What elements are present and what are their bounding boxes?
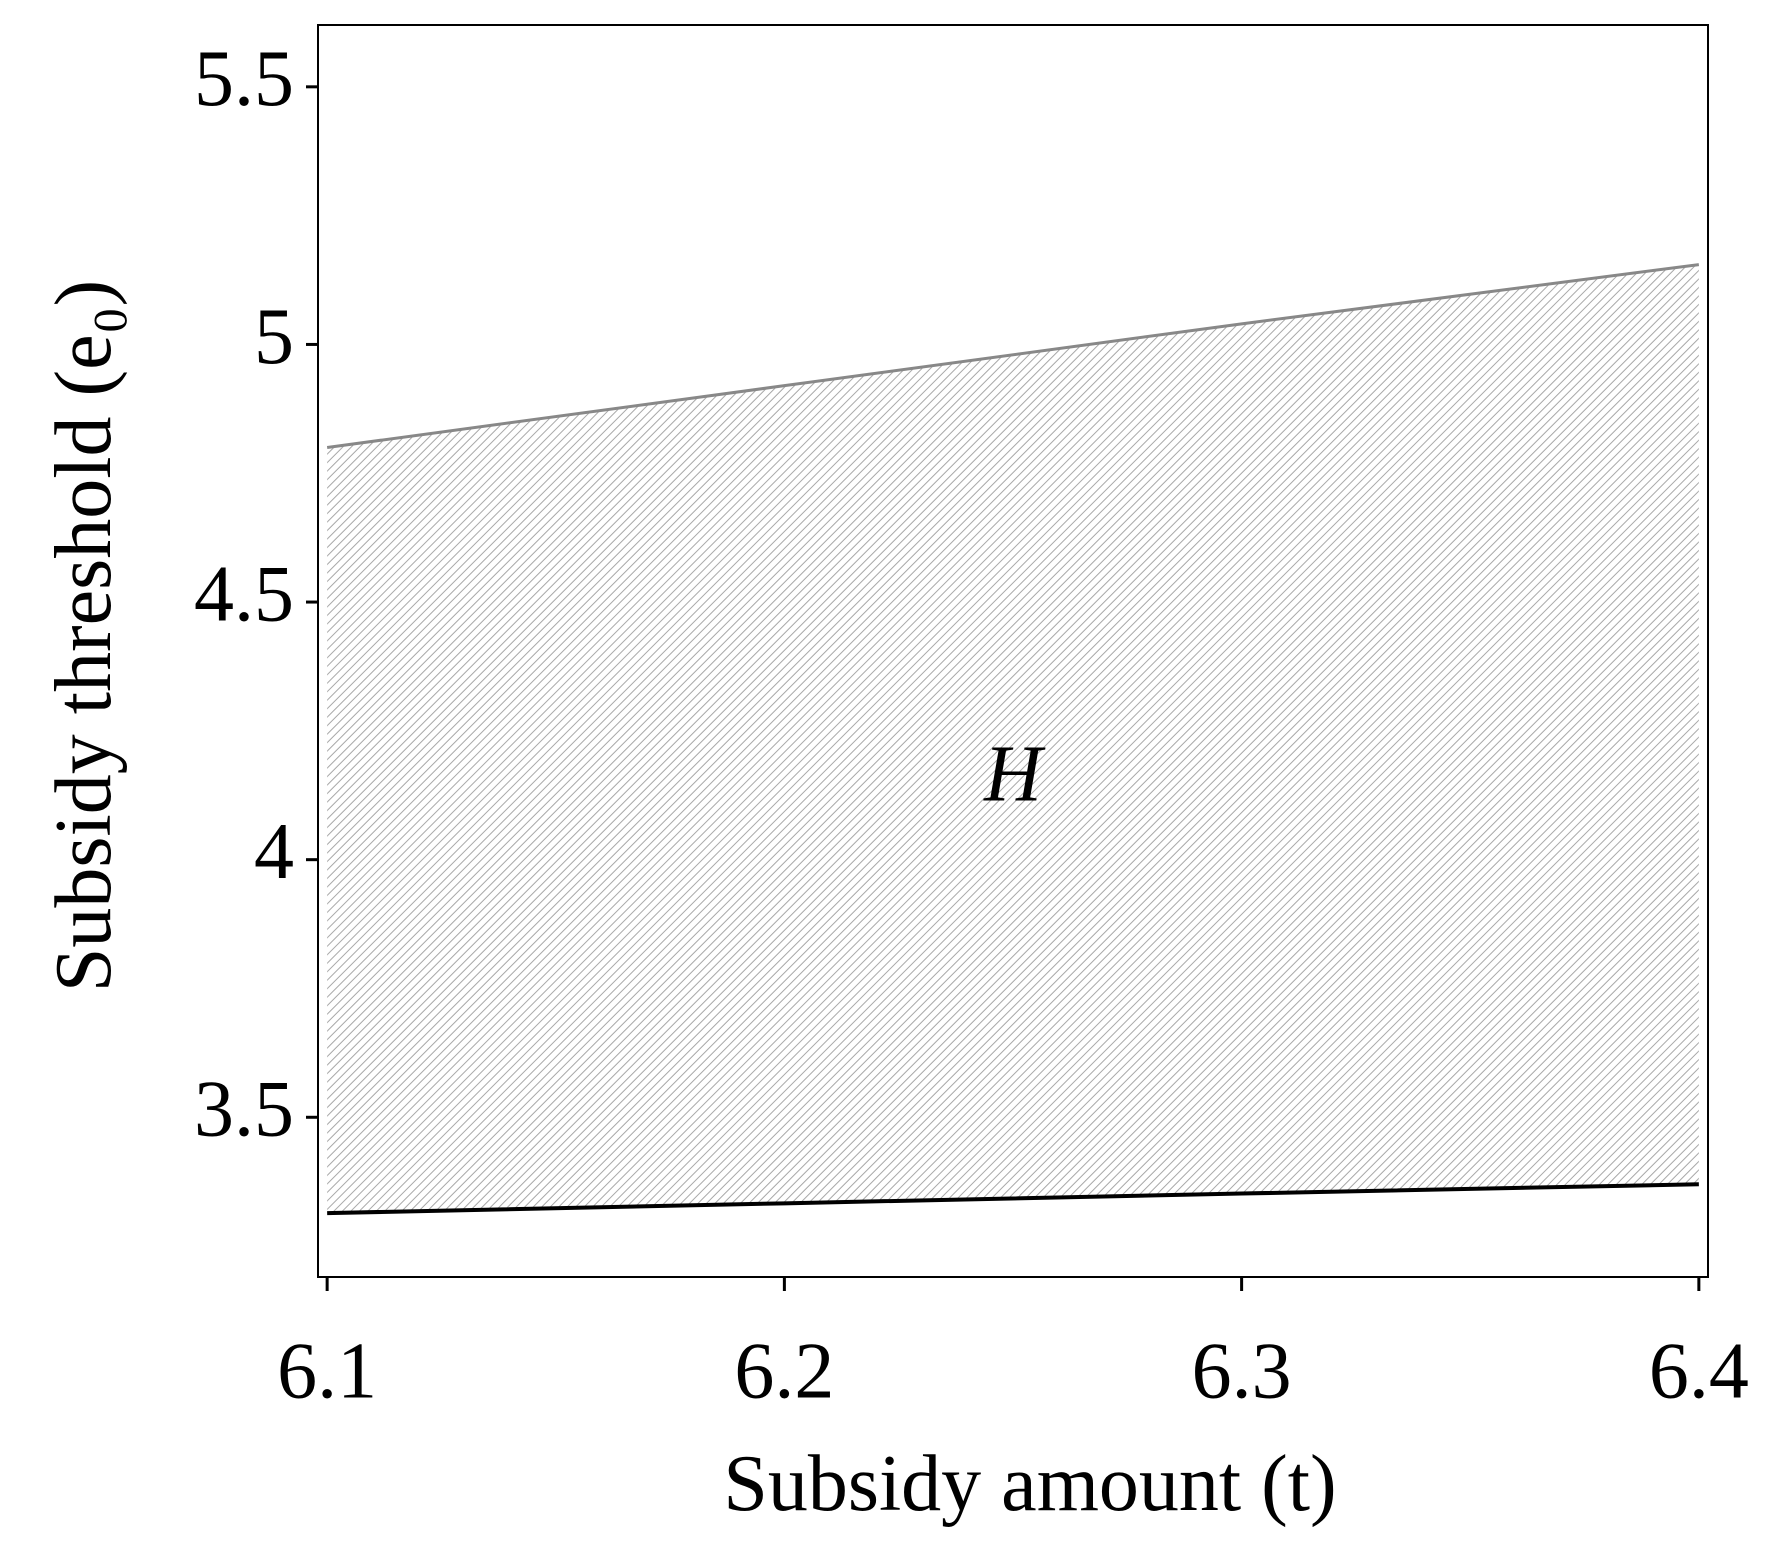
y-tick-label: 5.5 <box>194 35 294 123</box>
region-label: H <box>983 731 1046 819</box>
boundary-line <box>326 263 1700 449</box>
boundary-line <box>327 1182 1699 1216</box>
x-tick-label: 6.2 <box>734 1327 834 1415</box>
y-tick-label: 4 <box>254 808 294 896</box>
x-tick-label: 6.3 <box>1192 1327 1292 1415</box>
plot-frame <box>317 24 1709 1278</box>
x-tick-label: 6.1 <box>277 1327 377 1415</box>
y-tick-label: 4.5 <box>194 550 294 638</box>
y-tick-label: 5 <box>254 293 294 381</box>
x-axis-label: Subsidy amount (t) <box>723 1440 1336 1528</box>
shaded-region <box>327 264 1699 1214</box>
y-axis-label: Subsidy threshold (e₀) <box>40 280 128 992</box>
y-tick-label: 3.5 <box>194 1066 294 1154</box>
x-tick-label: 6.4 <box>1649 1327 1749 1415</box>
